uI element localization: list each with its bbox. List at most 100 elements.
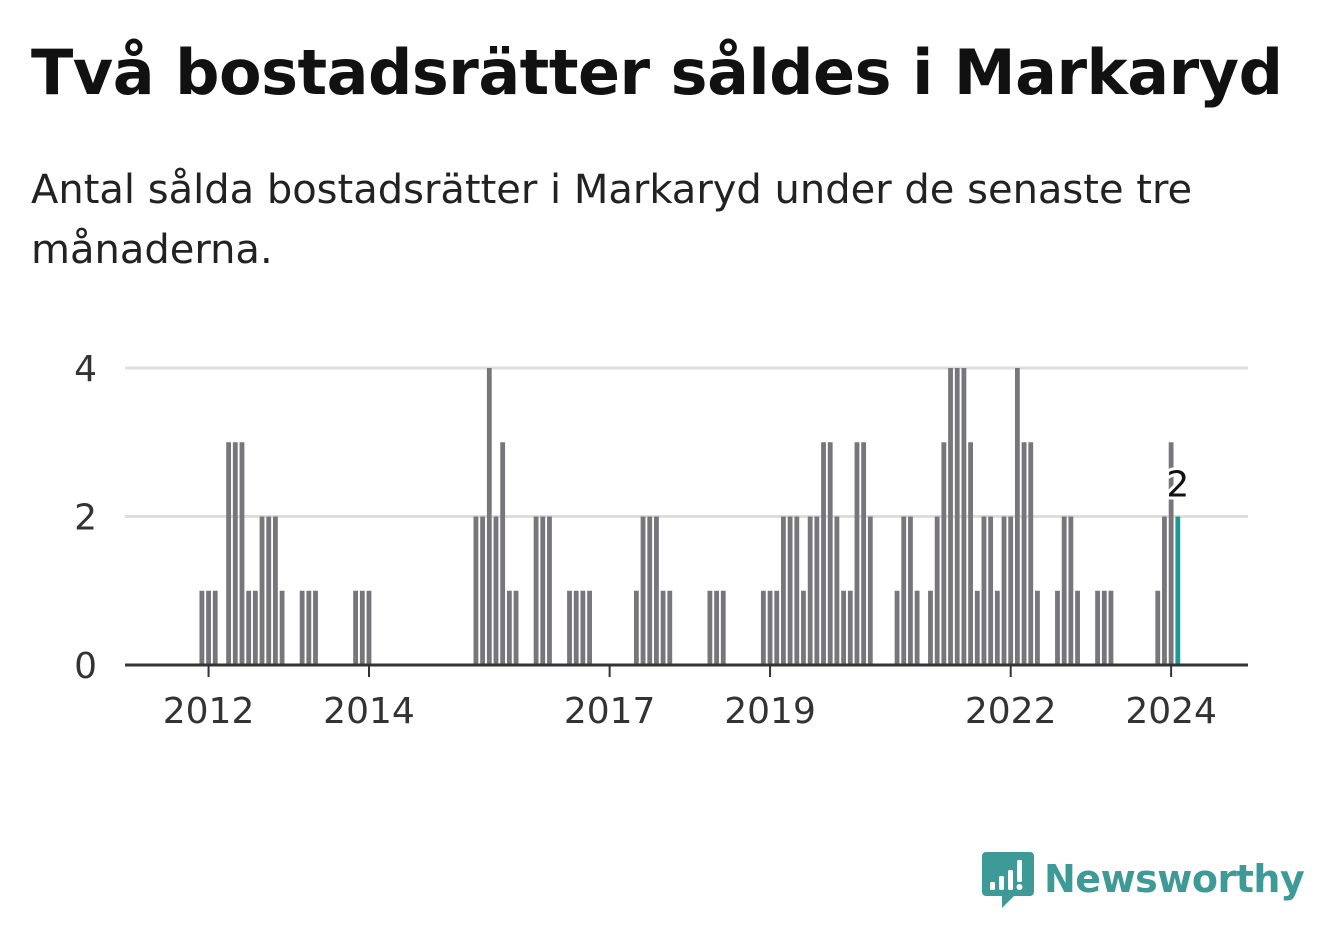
bar	[961, 368, 967, 665]
bar	[1075, 590, 1080, 665]
bar	[226, 442, 232, 665]
newsworthy-brand: Newsworthy	[980, 848, 1305, 910]
bar	[1061, 516, 1067, 665]
bar	[199, 590, 205, 665]
bar	[1028, 442, 1034, 665]
bar	[988, 516, 994, 665]
bar	[533, 516, 539, 665]
bar	[994, 590, 1000, 665]
bar	[660, 590, 666, 665]
x-tick-label: 2022	[965, 691, 1057, 732]
bar	[781, 516, 786, 665]
bar	[353, 590, 359, 665]
bar	[640, 516, 646, 665]
bar	[246, 590, 252, 665]
bar	[266, 516, 272, 665]
bar	[821, 442, 826, 665]
bar	[1008, 516, 1014, 665]
axes	[125, 663, 1248, 677]
brand-name: Newsworthy	[1044, 857, 1305, 901]
bar	[847, 590, 853, 665]
bar	[934, 516, 940, 665]
bar	[1055, 590, 1060, 665]
bar	[486, 368, 492, 665]
x-tick-label: 2012	[163, 691, 255, 732]
bar	[981, 516, 987, 665]
y-tick-label: 2	[74, 498, 97, 539]
labels: 0 2 4 2012 2014 2017 2019 2022 2024 2	[74, 349, 1217, 732]
bar	[279, 590, 285, 665]
highlight-value-label: 2	[1166, 465, 1189, 506]
bar	[239, 442, 245, 665]
bar	[493, 516, 499, 665]
bar	[500, 442, 506, 665]
bar	[480, 516, 486, 665]
bar	[968, 442, 973, 665]
bar	[814, 516, 820, 665]
bar	[359, 590, 365, 665]
bar	[513, 590, 519, 665]
bar	[506, 590, 512, 665]
bar	[767, 590, 773, 665]
bar	[1068, 516, 1074, 665]
bar	[841, 590, 846, 665]
bar	[834, 516, 840, 665]
bar	[1168, 442, 1174, 665]
bar	[633, 590, 639, 665]
bar	[901, 516, 907, 665]
bar	[647, 516, 653, 665]
bar	[794, 516, 800, 665]
bar	[1108, 590, 1114, 665]
bar	[914, 590, 920, 665]
bar	[212, 590, 218, 665]
bar	[974, 590, 980, 665]
y-tick-label: 4	[74, 349, 97, 390]
bar	[1095, 590, 1101, 665]
bar	[252, 590, 258, 665]
bar	[928, 590, 933, 665]
bar	[760, 590, 766, 665]
bar	[707, 590, 713, 665]
bar	[894, 590, 900, 665]
bar	[232, 442, 238, 665]
bar	[1014, 368, 1020, 665]
bar	[1035, 590, 1040, 665]
bar	[948, 368, 953, 665]
bar	[547, 516, 552, 665]
bar	[787, 516, 793, 665]
bar	[667, 590, 673, 665]
bar	[313, 590, 318, 665]
chart-subtitle: Antal sålda bostadsrätter i Markaryd und…	[31, 167, 1193, 273]
bar	[867, 516, 873, 665]
bar	[567, 590, 572, 665]
bar-highlight	[1175, 516, 1181, 665]
x-tick-label: 2017	[564, 691, 656, 732]
bar	[580, 590, 586, 665]
bar	[908, 516, 913, 665]
bar	[1101, 590, 1107, 665]
bar	[861, 442, 867, 665]
bar	[573, 590, 579, 665]
bar	[540, 516, 546, 665]
bar	[306, 590, 312, 665]
bar	[587, 590, 592, 665]
y-tick-label: 0	[74, 646, 97, 687]
x-tick-label: 2019	[724, 691, 816, 732]
bar	[954, 368, 960, 665]
bar	[807, 516, 813, 665]
bar	[714, 590, 719, 665]
x-tick-label: 2014	[323, 691, 415, 732]
bar	[1001, 516, 1007, 665]
bar	[272, 516, 278, 665]
bar	[941, 442, 947, 665]
gridlines	[125, 366, 1248, 518]
bar	[1155, 590, 1161, 665]
bar	[801, 590, 806, 665]
bar	[774, 590, 780, 665]
bar	[1162, 516, 1167, 665]
bar	[720, 590, 726, 665]
bar	[827, 442, 833, 665]
bars	[199, 368, 1181, 665]
bar	[259, 516, 265, 665]
